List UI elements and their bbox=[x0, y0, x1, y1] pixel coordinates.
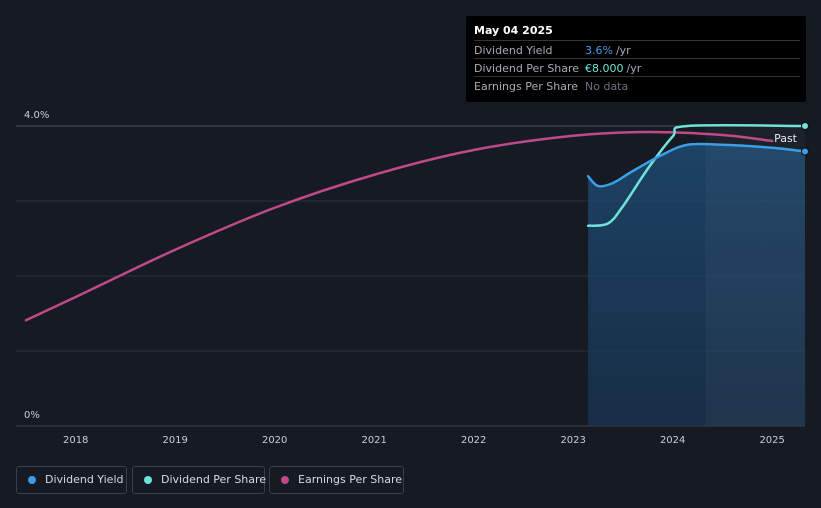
dividend-per-share-line bbox=[586, 123, 807, 227]
x-tick-label: 2020 bbox=[262, 435, 287, 446]
tooltip-value: €8.000/yr bbox=[585, 62, 642, 75]
x-tick-label: 2021 bbox=[361, 435, 386, 446]
legend-dot-icon bbox=[281, 476, 289, 484]
tooltip-value: No data bbox=[585, 80, 629, 93]
legend-dot-icon bbox=[28, 476, 36, 484]
tooltip-label: Dividend Yield bbox=[474, 44, 553, 57]
legend-label: Earnings Per Share bbox=[298, 473, 403, 486]
legend-dividend-per-share[interactable]: Dividend Per Share bbox=[132, 466, 267, 494]
x-tick-label: 2022 bbox=[461, 435, 486, 446]
series-areas bbox=[588, 126, 805, 426]
tooltip-row-earnings-per-share: Earnings Per Share No data bbox=[474, 76, 800, 95]
series-lines bbox=[24, 122, 809, 322]
y-tick-label: 4.0% bbox=[24, 110, 49, 121]
tooltip-row-dividend-yield: Dividend Yield 3.6%/yr bbox=[474, 40, 800, 59]
x-tick-label: 2024 bbox=[660, 435, 685, 446]
dividend-yield-area bbox=[588, 143, 805, 426]
tooltip-date: May 04 2025 bbox=[474, 24, 553, 37]
tooltip: May 04 2025 Dividend Yield 3.6%/yr Divid… bbox=[466, 16, 806, 102]
axis-labels: 4.0% 0% 2018 2019 2020 2021 2022 2023 2024 2025 Pa… bbox=[24, 110, 798, 446]
series-end-marker bbox=[801, 122, 809, 130]
y-tick-label: 0% bbox=[24, 410, 40, 421]
x-tick-label: 2019 bbox=[162, 435, 187, 446]
legend-earnings-per-share[interactable]: Earnings Per Share bbox=[269, 466, 404, 494]
x-tick-label: 2018 bbox=[63, 435, 88, 446]
tooltip-label: Dividend Per Share bbox=[474, 62, 580, 75]
past-region-shade bbox=[706, 126, 805, 426]
x-tick-label: 2025 bbox=[759, 435, 784, 446]
dividend-yield-line bbox=[586, 142, 807, 188]
legend-label: Dividend Yield bbox=[45, 473, 124, 486]
legend-dot-icon bbox=[144, 476, 152, 484]
tooltip-value: 3.6%/yr bbox=[585, 44, 631, 57]
x-tick-label: 2023 bbox=[560, 435, 585, 446]
tooltip-row-dividend-per-share: Dividend Per Share €8.000/yr bbox=[474, 58, 800, 77]
tooltip-label: Earnings Per Share bbox=[474, 80, 579, 93]
series-end-marker bbox=[801, 147, 809, 156]
earnings-per-share-line bbox=[24, 130, 774, 322]
legend-label: Dividend Per Share bbox=[161, 473, 267, 486]
past-label: Past bbox=[774, 132, 798, 145]
legend-dividend-yield[interactable]: Dividend Yield bbox=[16, 466, 127, 494]
